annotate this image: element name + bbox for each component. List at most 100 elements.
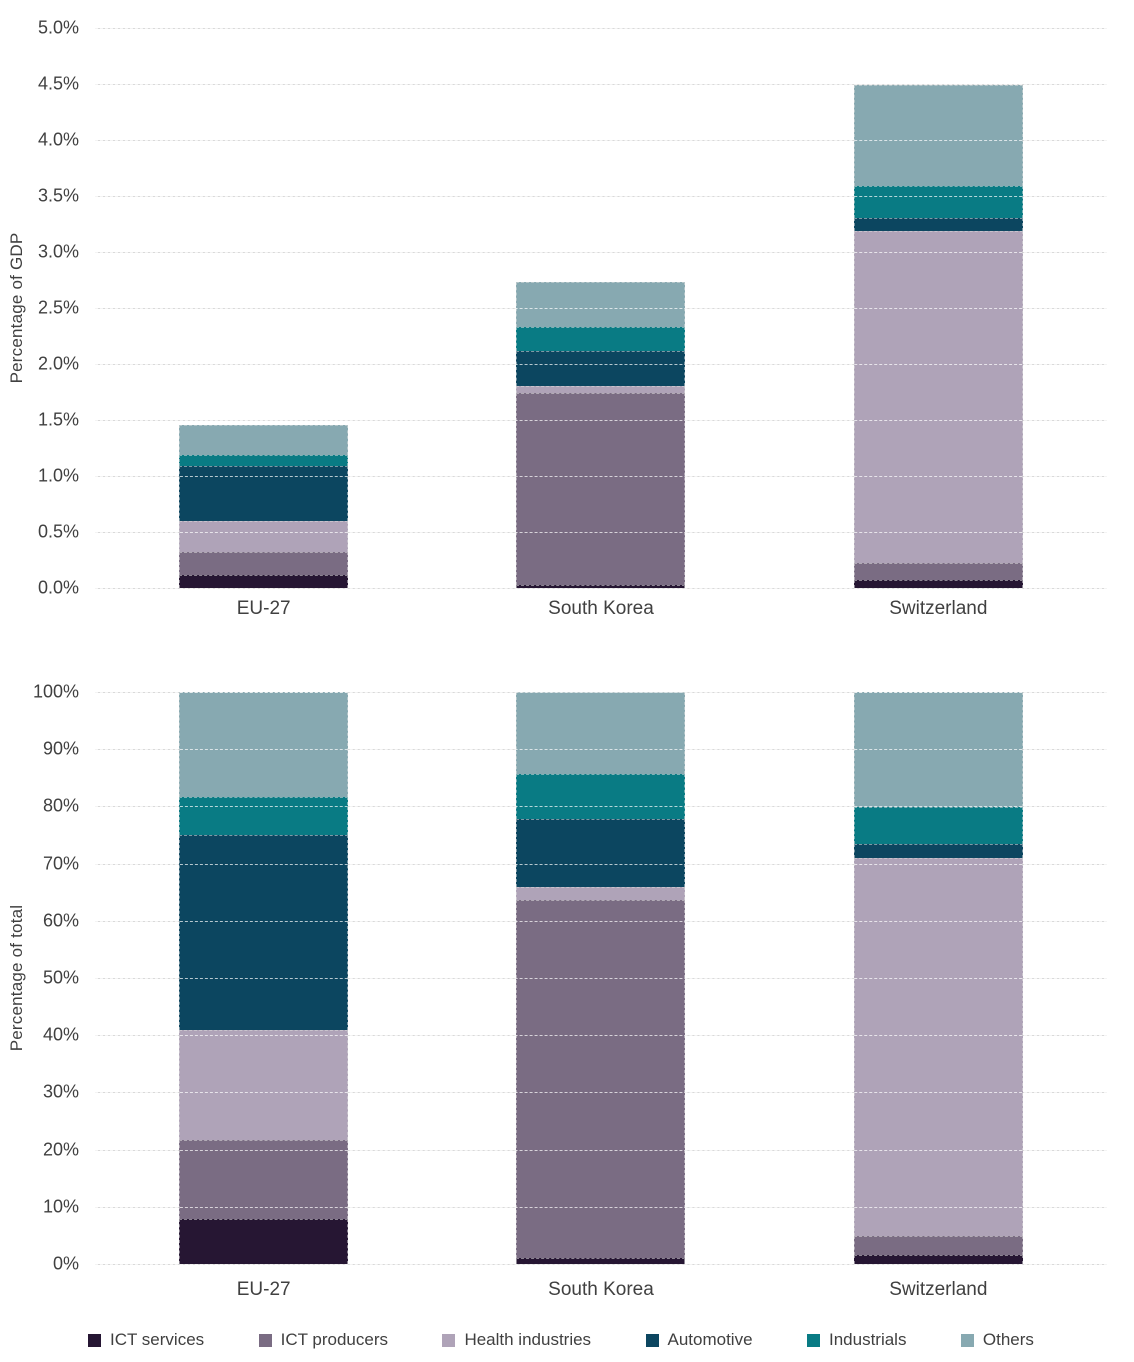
x-category-label-switzerland: Switzerland (889, 598, 988, 619)
legend-item-ict-producers: ICT producers (258, 1330, 388, 1350)
bar-slot-eu-27 (95, 692, 432, 1264)
gridline (95, 84, 1107, 85)
segment-automotive-eu-27 (179, 465, 349, 521)
y-tick-label: 30% (42, 1081, 79, 1102)
gridline (95, 140, 1107, 141)
segment-health-industries-switzerland (853, 230, 1023, 564)
y-tick-label: 50% (42, 967, 79, 988)
gridline-dash (95, 364, 1107, 365)
legend-item-others: Others (960, 1330, 1034, 1350)
legend-swatch-icon (806, 1333, 820, 1347)
segment-ict-producers-eu-27 (179, 1139, 349, 1220)
gridline-dash (95, 252, 1107, 253)
gridline (95, 1206, 1107, 1208)
legend-item-health-industries: Health industries (442, 1330, 591, 1350)
gridline-dash (95, 532, 1107, 533)
segment-others-south-korea (516, 282, 686, 328)
segment-ict-services-eu-27 (179, 1219, 349, 1264)
gridline (95, 28, 1107, 29)
y-tick-label: 3.0% (37, 241, 79, 262)
gridline-dash (95, 588, 1107, 589)
x-axis-category-labels: EU-27 South Korea Switzerland (95, 1279, 1107, 1303)
segment-others-eu-27 (179, 692, 349, 798)
bar-slot-south-korea (432, 692, 769, 1264)
gridline (95, 1149, 1107, 1151)
segment-ict-producers-eu-27 (179, 552, 349, 575)
stacked-bar-south-korea (516, 28, 686, 588)
segment-ict-producers-switzerland (853, 563, 1023, 581)
segment-health-industries-south-korea (516, 886, 686, 900)
gridline-dash (95, 28, 1107, 29)
y-tick-label: 4.0% (37, 129, 79, 150)
y-tick-label: 2.5% (37, 297, 79, 318)
stacked-bar-switzerland (853, 692, 1023, 1264)
gridline-dash (95, 84, 1107, 85)
segment-ict-services-eu-27 (179, 574, 349, 588)
y-tick-label: 90% (42, 738, 79, 759)
gridline-dash (95, 863, 1107, 865)
segment-ict-services-switzerland (853, 580, 1023, 588)
y-tick-label: 20% (42, 1139, 79, 1160)
gridlines (95, 28, 1107, 589)
segment-others-south-korea (516, 692, 686, 775)
stacked-bar-eu-27 (179, 692, 349, 1264)
y-tick-label: 1.5% (37, 409, 79, 430)
segment-ict-services-south-korea (516, 584, 686, 588)
x-axis-category-labels: EU-27 South Korea Switzerland (95, 598, 1107, 622)
plot-area (95, 692, 1107, 1265)
legend-label: Automotive (667, 1330, 753, 1349)
y-tick-label: 1.0% (37, 465, 79, 486)
legend-item-automotive: Automotive (645, 1330, 753, 1350)
gridline (95, 692, 1107, 693)
bar-slot-switzerland (770, 28, 1107, 588)
segment-automotive-switzerland (853, 218, 1023, 231)
y-tick-label: 10% (42, 1196, 79, 1217)
gridline-dash (95, 196, 1107, 197)
gridline (95, 749, 1107, 751)
gridline (95, 252, 1107, 253)
gridline (95, 806, 1107, 808)
legend-label: ICT producers (280, 1330, 388, 1349)
stacked-bars (95, 692, 1107, 1264)
stacked-bars (95, 28, 1107, 588)
segment-others-switzerland (853, 85, 1023, 186)
gridline (95, 1092, 1107, 1094)
y-axis-tick-labels: 0.0% 0.5% 1.0% 1.5% 2.0% 2.5% 3.0% 3.5% 4.0% 4.5%… (0, 18, 86, 598)
segment-ict-producers-switzerland (853, 1235, 1023, 1256)
x-category-label-switzerland: Switzerland (889, 1279, 988, 1300)
gridline (95, 1264, 1107, 1265)
gridline-dash (95, 692, 1107, 693)
bar-slot-south-korea (432, 28, 769, 588)
y-tick-label: 3.5% (37, 185, 79, 206)
gridline-dash (95, 806, 1107, 808)
segment-industrials-south-korea (516, 327, 686, 351)
gridline-dash (95, 1092, 1107, 1094)
y-tick-label: 0.5% (37, 521, 79, 542)
gridline (95, 863, 1107, 865)
stacked-bar-eu-27 (179, 28, 349, 588)
segment-health-industries-switzerland (853, 857, 1023, 1236)
gridline (95, 1035, 1107, 1037)
gridline-dash (95, 920, 1107, 922)
x-category-label-south-korea: South Korea (548, 1279, 654, 1300)
y-tick-label: 5.0% (37, 17, 79, 38)
y-tick-label: 0% (52, 1253, 79, 1274)
segment-ict-services-south-korea (516, 1257, 686, 1264)
gridline-dash (95, 749, 1107, 751)
gridline-dash (95, 1264, 1107, 1265)
segment-industrials-south-korea (516, 774, 686, 820)
y-tick-label: 60% (42, 910, 79, 931)
gridline (95, 532, 1107, 533)
gridline-dash (95, 1149, 1107, 1151)
gridline-dash (95, 1206, 1107, 1208)
legend: ICT services ICT producers Health industri… (88, 1326, 1034, 1354)
gridline-overlay (95, 692, 1107, 1265)
segment-industrials-eu-27 (179, 797, 349, 836)
segment-health-industries-eu-27 (179, 520, 349, 553)
y-axis-title: Percentage of GDP (7, 232, 26, 384)
legend-label: ICT services (110, 1330, 205, 1349)
legend-swatch-icon (442, 1333, 456, 1347)
gridline (95, 364, 1107, 365)
segment-industrials-eu-27 (179, 454, 349, 466)
gridline-dash (95, 420, 1107, 421)
